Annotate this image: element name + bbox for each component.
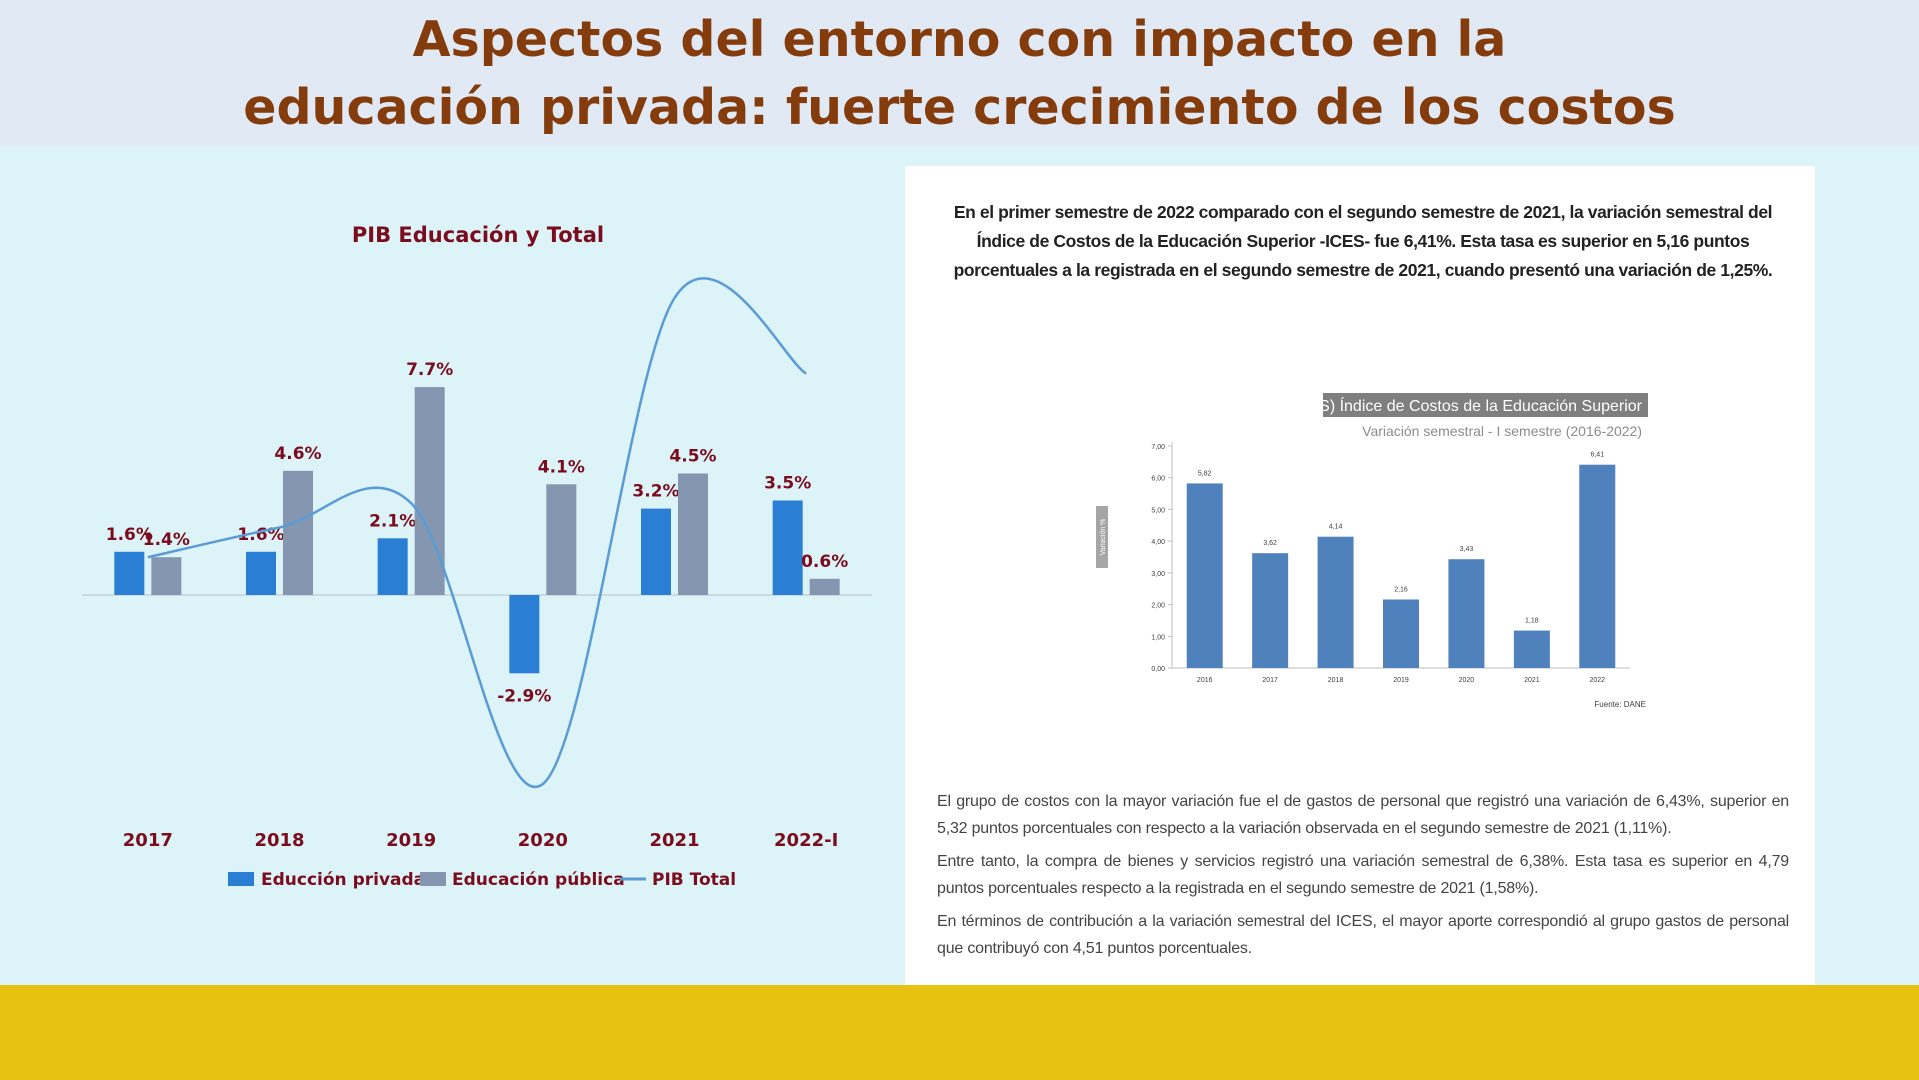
category-label: 2022-I	[774, 830, 838, 851]
pib-chart-title: PIB Educación y Total	[352, 223, 604, 247]
ices-y-tick-label: 0,00	[1151, 666, 1165, 673]
ices-category-label: 2016	[1197, 677, 1213, 684]
legend-label-pib: PIB Total	[652, 870, 736, 890]
ices-value-label: 5,82	[1198, 470, 1212, 477]
ices-value-label: 1,18	[1525, 618, 1539, 625]
ices-chart: (ICES) Índice de Costos de la Educación …	[1060, 366, 1660, 736]
pib-chart: PIB Educación y Total 1.6% 1.4% 2017 1.6% 4.6…	[0, 146, 900, 985]
ices-bar	[1448, 559, 1485, 668]
ices-category-label: 2019	[1393, 677, 1409, 684]
publica-value-label: 1.4%	[143, 530, 190, 550]
paragraph-contribution: En términos de contribución a la variaci…	[937, 913, 1789, 957]
ices-value-label: 6,41	[1590, 452, 1604, 459]
privada-value-label: 3.2%	[632, 482, 679, 502]
category-label: 2019	[386, 830, 436, 851]
footer-band	[0, 985, 1919, 1080]
ices-chart-title: (ICES) Índice de Costos de la Educación …	[1287, 396, 1643, 415]
ices-bar	[1579, 464, 1616, 668]
ices-y-tick-label: 5,00	[1151, 507, 1165, 514]
ices-bar	[1252, 553, 1289, 668]
privada-bar	[772, 500, 803, 595]
ices-chart-subtitle: Variación semestral - I semestre (2016-2…	[1362, 423, 1642, 439]
privada-value-label: 3.5%	[764, 474, 811, 494]
page-title: Aspectos del entorno con impacto en la e…	[0, 6, 1919, 142]
privada-bar	[246, 551, 276, 595]
publica-value-label: 7.7%	[406, 360, 453, 380]
intro-text: En el primer semestre de 2022 comparado …	[953, 202, 1773, 280]
publica-bar	[283, 470, 313, 595]
legend-swatch-publica	[420, 872, 446, 886]
publica-bar	[678, 473, 708, 595]
ices-y-tick-label: 4,00	[1151, 539, 1165, 546]
ices-ylabel: Variación %	[1100, 519, 1107, 556]
paragraph-personal-costs: El grupo de costos con la mayor variació…	[937, 793, 1789, 837]
title-line-2: educación privada: fuerte crecimiento de…	[243, 79, 1676, 136]
ices-y-tick-label: 7,00	[1151, 444, 1165, 451]
privada-value-label: 2.1%	[369, 511, 416, 531]
category-label: 2021	[649, 830, 699, 851]
ices-bar	[1513, 630, 1550, 668]
ices-value-label: 3,43	[1460, 546, 1474, 553]
publica-value-label: 4.5%	[669, 447, 716, 467]
ices-category-label: 2020	[1459, 677, 1475, 684]
pib-chart-svg: PIB Educación y Total1.6%1.4%20171.6%4.6…	[82, 223, 872, 890]
publica-value-label: 0.6%	[801, 552, 848, 572]
ices-y-tick-label: 2,00	[1151, 603, 1165, 610]
title-line-1: Aspectos del entorno con impacto en la	[412, 11, 1507, 68]
ices-value-label: 4,14	[1329, 524, 1343, 531]
legend-label-privada: Educción privada	[261, 870, 425, 890]
legend-label-publica: Educación pública	[452, 870, 625, 890]
privada-value-label: -2.9%	[497, 686, 551, 706]
publica-value-label: 4.6%	[274, 444, 321, 464]
ices-chart-svg: (ICES) Índice de Costos de la Educación …	[1096, 393, 1648, 709]
privada-bar	[641, 508, 671, 595]
ices-title-box	[1323, 393, 1648, 417]
ices-bar	[1186, 483, 1223, 668]
ices-value-label: 3,62	[1263, 540, 1277, 547]
category-label: 2017	[123, 830, 173, 851]
ices-y-tick-label: 6,00	[1151, 476, 1165, 483]
publica-bar	[546, 484, 577, 595]
legend-swatch-privada	[228, 872, 254, 886]
category-label: 2020	[518, 830, 568, 851]
privada-value-label: 1.6%	[106, 525, 153, 545]
publica-bar	[151, 557, 182, 595]
publica-bar	[809, 578, 840, 595]
privada-bar	[377, 538, 408, 595]
ices-bar	[1317, 536, 1354, 668]
ices-category-label: 2021	[1524, 677, 1540, 684]
ices-y-tick-label: 1,00	[1151, 634, 1165, 641]
privada-bar	[509, 595, 540, 674]
ices-bar	[1383, 599, 1419, 668]
ices-ylabel-box	[1096, 506, 1108, 568]
publica-bar	[414, 387, 445, 595]
privada-bar	[114, 551, 145, 595]
ices-value-label: 2,16	[1394, 586, 1408, 593]
ices-panel: En el primer semestre de 2022 comparado …	[905, 166, 1815, 989]
header-band: Aspectos del entorno con impacto en la e…	[0, 0, 1919, 146]
ices-category-label: 2018	[1328, 677, 1344, 684]
ices-y-tick-label: 3,00	[1151, 571, 1165, 578]
ices-source: Fuente: DANE	[1594, 700, 1646, 709]
publica-value-label: 4.1%	[538, 457, 585, 477]
ices-category-label: 2022	[1589, 677, 1605, 684]
pib-total-line	[147, 277, 807, 789]
ices-category-label: 2017	[1262, 677, 1278, 684]
category-label: 2018	[254, 830, 304, 851]
paragraph-goods-services: Entre tanto, la compra de bienes y servi…	[937, 853, 1789, 897]
